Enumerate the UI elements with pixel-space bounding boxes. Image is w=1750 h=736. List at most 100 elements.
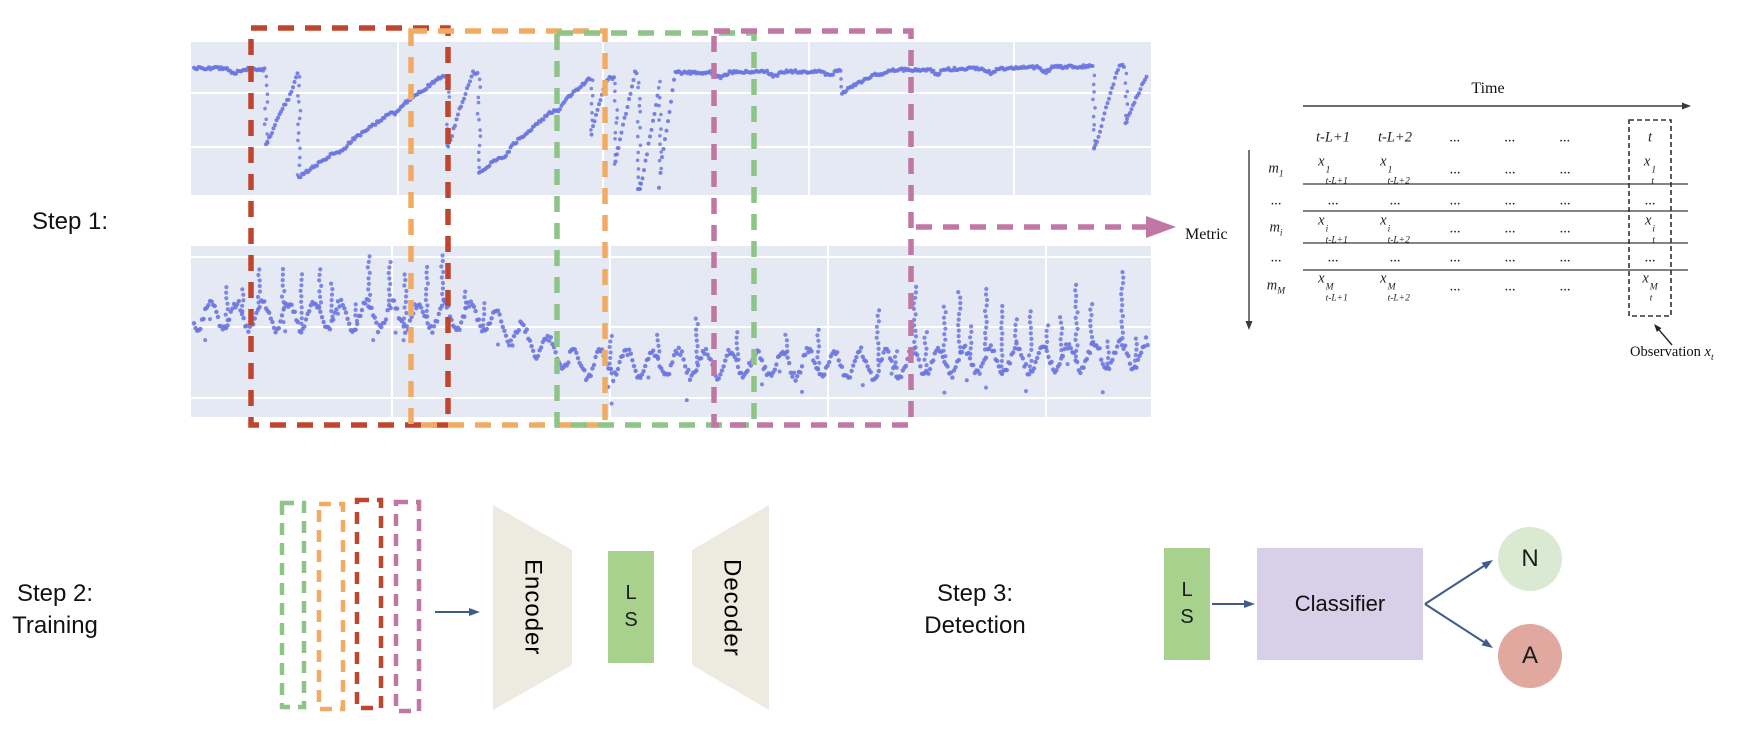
step2-label-line1: Step 2: [16, 580, 94, 607]
column-header: ... [1559, 129, 1571, 146]
table-cell: ... [1449, 278, 1461, 295]
latent-l: L [625, 582, 637, 604]
table-cell: x i t-L+2 [1380, 212, 1410, 245]
training-window-stack [279, 497, 422, 714]
table-cell: ... [1504, 278, 1516, 295]
latent-s: S [624, 609, 638, 631]
bottom-timeseries-chart [191, 246, 1151, 417]
table-cell: x 1 t-L+1 [1318, 153, 1348, 186]
encoder-block: Encoder [493, 505, 572, 710]
mini-window-pink [393, 499, 422, 714]
observation-annotation: Observation xt [1630, 344, 1714, 363]
column-header: ... [1504, 129, 1516, 146]
latent-to-classifier-arrow [1212, 600, 1255, 608]
table-cell: ... [1504, 220, 1516, 237]
table-cell: ... [1327, 249, 1339, 266]
latent-l-detection: L [1181, 579, 1193, 601]
metric-table-frame [1245, 102, 1691, 346]
table-cell: x i t-L+1 [1318, 212, 1348, 245]
normal-label: N [1521, 545, 1539, 572]
table-cell: ... [1559, 249, 1571, 266]
table-cell: ... [1327, 192, 1339, 209]
mini-window-orange [316, 501, 346, 712]
table-cell: ... [1389, 192, 1401, 209]
row-label: mM [1266, 277, 1286, 297]
metric-axis-label: Metric [1185, 226, 1228, 243]
observation-column-dashed-box [1628, 119, 1672, 317]
latent-space-box-detection: L S [1164, 548, 1210, 660]
step3-label-line2: Detection [924, 612, 1026, 639]
anomaly-output-circle: A [1498, 624, 1562, 688]
classifier-to-anomaly-arrow [1424, 603, 1493, 648]
table-row-rules [1303, 183, 1688, 271]
table-cell: ... [1504, 192, 1516, 209]
row-label: mi [1269, 219, 1283, 239]
window-box-pink [711, 28, 914, 428]
classifier-to-normal-arrow [1424, 560, 1493, 605]
table-cell: ... [1389, 249, 1401, 266]
table-cell: ... [1449, 161, 1461, 178]
step3-label: Step 3: Detection [905, 578, 1045, 642]
observation-text: Observation [1630, 344, 1705, 360]
observation-variable-sub: t [1710, 352, 1714, 363]
table-cell: ... [1449, 220, 1461, 237]
mini-window-red [354, 497, 384, 711]
encoder-label: Encoder [519, 559, 547, 656]
classifier-box: Classifier [1257, 548, 1423, 660]
time-axis-label: Time [1471, 80, 1505, 97]
table-cell: ... [1504, 249, 1516, 266]
latent-space-box-training: L S [608, 551, 654, 663]
table-cell: ... [1644, 249, 1656, 266]
mini-window-green [279, 500, 307, 710]
row-label: m1 [1268, 160, 1284, 180]
row-label: ... [1270, 192, 1282, 209]
encoder-trapezoid [493, 505, 572, 710]
classifier-label: Classifier [1294, 591, 1386, 616]
time-axis-arrow [1303, 102, 1691, 110]
window-box-orange [408, 28, 608, 428]
table-cell: ... [1644, 192, 1656, 209]
metric-axis-arrow [1245, 150, 1253, 330]
observation-variable: x [1704, 344, 1711, 360]
column-header: t-L+2 [1378, 129, 1412, 146]
step2-label-line2: Training [12, 612, 98, 639]
bottom-chart-series [191, 253, 1150, 406]
step2-label: Step 2: Training [0, 578, 110, 642]
step1-label: Step 1: [32, 208, 109, 235]
decoder-trapezoid [692, 505, 769, 710]
latent-s-detection: S [1180, 606, 1194, 628]
column-header: ... [1449, 129, 1461, 146]
anomaly-label: A [1521, 642, 1538, 669]
table-cell: ... [1559, 161, 1571, 178]
table-cell: ... [1449, 192, 1461, 209]
window-to-metric-arrow [916, 216, 1176, 238]
top-chart-plot [191, 42, 1151, 195]
table-cell: ... [1559, 278, 1571, 295]
normal-output-circle: N [1498, 527, 1562, 591]
table-cell: ... [1559, 192, 1571, 209]
column-header: t [1647, 129, 1653, 146]
observation-pointer-arrow [1654, 324, 1673, 346]
table-cell: ... [1449, 249, 1461, 266]
table-cell: ... [1559, 220, 1571, 237]
table-cell: x 1 t-L+2 [1380, 153, 1410, 186]
top-chart-series [192, 62, 1149, 191]
table-cell: ... [1504, 161, 1516, 178]
window-box-green [554, 30, 757, 428]
decoder-block: Decoder [692, 505, 771, 710]
column-header: t-L+1 [1316, 129, 1350, 146]
row-label: ... [1270, 249, 1282, 266]
sliding-window-boxes [248, 25, 914, 428]
top-timeseries-chart [191, 42, 1151, 195]
windows-to-encoder-arrow [435, 608, 480, 616]
decoder-label: Decoder [718, 558, 746, 657]
step3-label-line1: Step 3: [936, 580, 1014, 607]
window-box-red [248, 25, 451, 428]
